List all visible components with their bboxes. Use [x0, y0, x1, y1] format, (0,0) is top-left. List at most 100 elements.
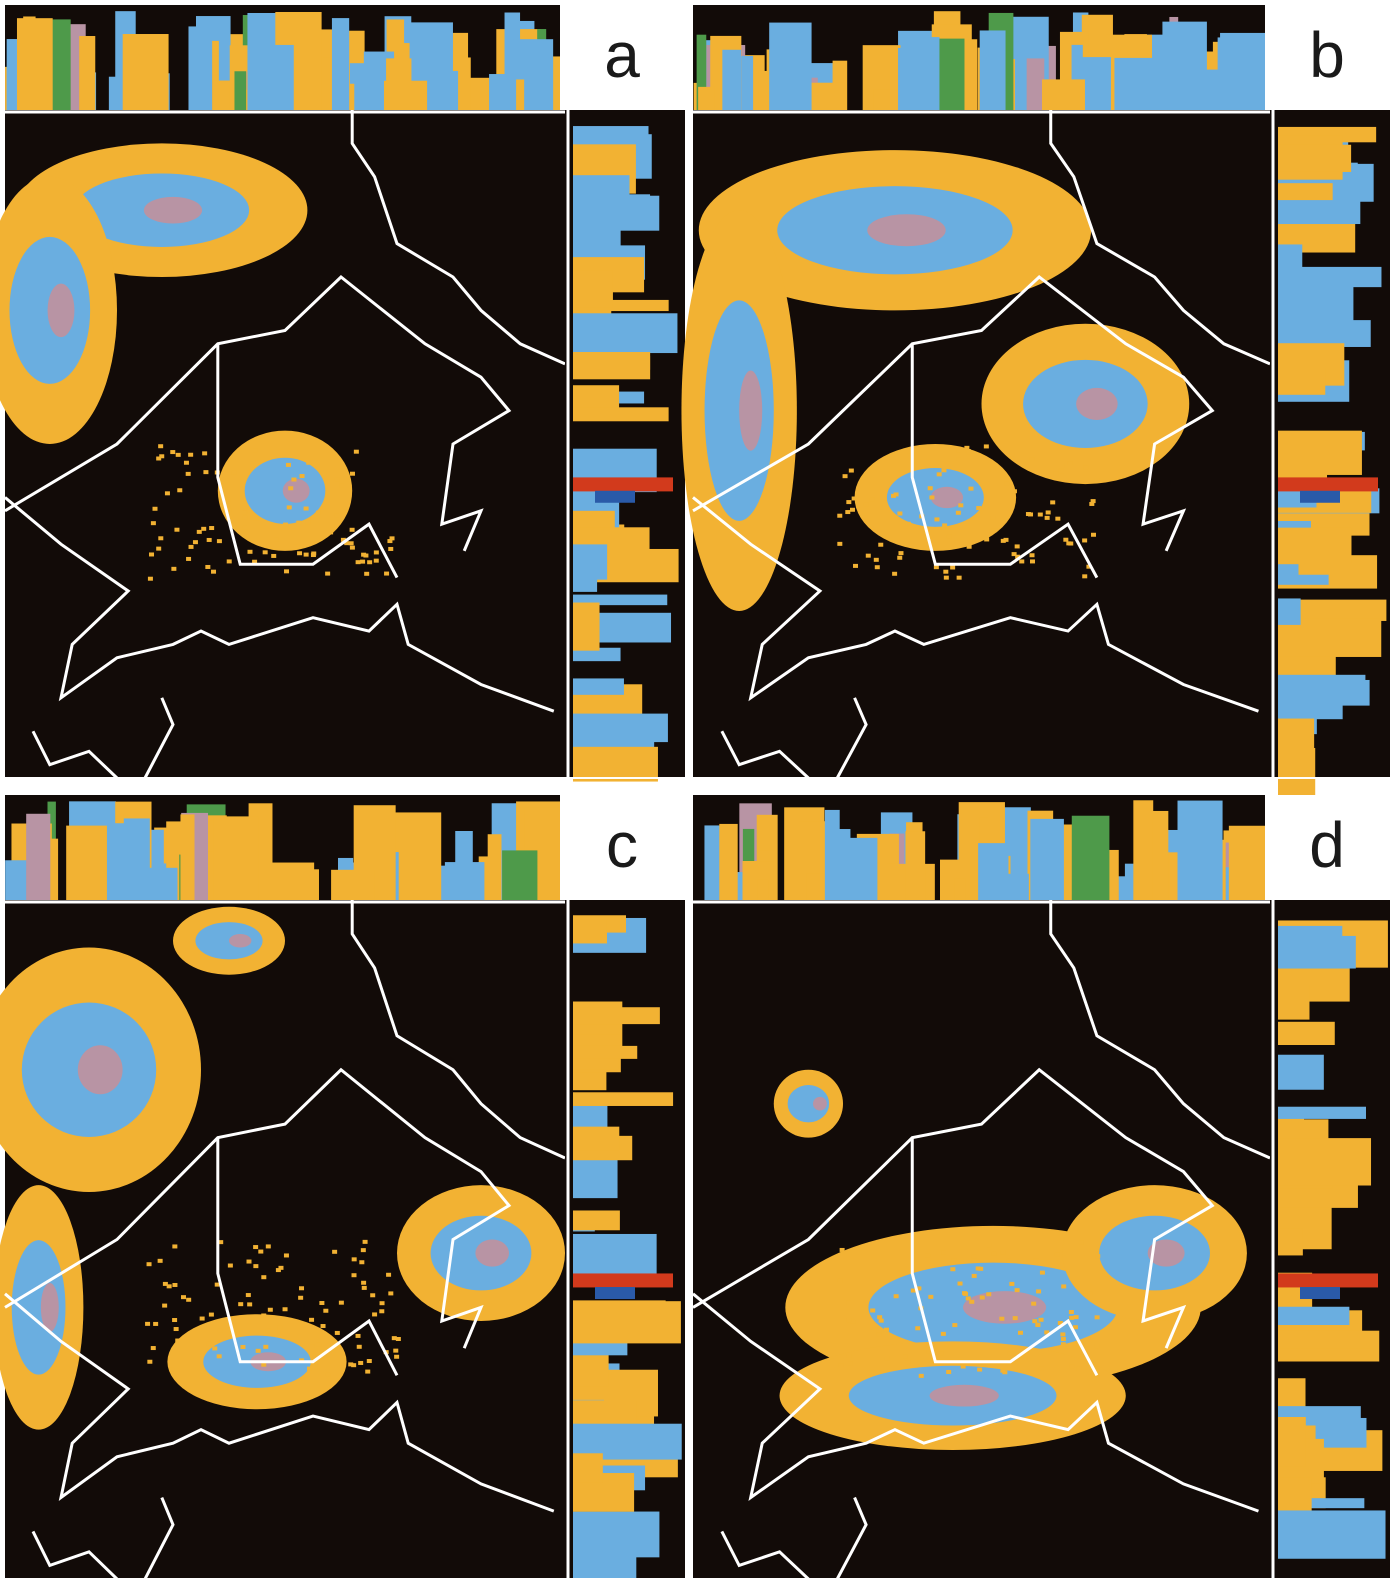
echo-speck — [884, 1328, 889, 1332]
echo-speck — [360, 560, 365, 564]
echo-speck — [848, 1362, 853, 1366]
echo-speck — [304, 553, 309, 557]
profile-cell — [1300, 1287, 1340, 1299]
echo-speck — [972, 1274, 977, 1278]
echo-speck — [165, 491, 170, 495]
profile-cell — [1278, 1477, 1312, 1514]
echo-speck — [296, 521, 301, 525]
echo-speck — [288, 486, 293, 490]
radar-panel: a — [0, 5, 685, 782]
echo-speck — [242, 516, 247, 520]
echo-speck — [984, 537, 989, 541]
profile-cell — [573, 209, 621, 249]
echo-peak — [930, 1385, 999, 1407]
profile-cell — [394, 812, 441, 900]
profile-cell — [719, 824, 737, 900]
profile-cell — [873, 89, 897, 110]
echo-speck — [1095, 1254, 1100, 1258]
profile-cell — [331, 870, 375, 900]
echo-speck — [947, 534, 952, 538]
echo-speck — [866, 554, 871, 558]
echo-speck — [1069, 1310, 1074, 1314]
echo-speck — [253, 448, 258, 452]
echo-speck — [937, 472, 942, 476]
echo-speck — [319, 1301, 324, 1305]
echo-speck — [1087, 1292, 1092, 1296]
profile-cell — [1278, 244, 1302, 268]
echo-speck — [261, 1363, 266, 1367]
echo-speck — [946, 1370, 951, 1374]
echo-speck — [367, 1359, 372, 1363]
echo-speck — [1045, 516, 1050, 520]
echo-speck — [367, 560, 372, 564]
echo-speck — [1013, 1316, 1018, 1320]
echo-peak — [867, 214, 945, 246]
profile-cell — [845, 838, 878, 900]
echo-speck — [958, 503, 963, 507]
echo-speck — [145, 1322, 150, 1326]
echo-speck — [253, 1245, 258, 1249]
profile-cell — [384, 81, 427, 110]
profile-cell — [1300, 491, 1340, 503]
echo-speck — [158, 1259, 163, 1263]
profile-cell — [1278, 1349, 1374, 1359]
echo-speck — [351, 1273, 356, 1277]
echo-speck — [898, 551, 903, 555]
echo-speck — [379, 1309, 384, 1313]
echo-speck — [217, 539, 222, 543]
profile-cell — [573, 1273, 673, 1287]
echo-speck — [247, 550, 252, 554]
profile-cell — [1278, 1417, 1306, 1466]
profile-cell — [1278, 267, 1381, 287]
echo-speck — [309, 1318, 314, 1322]
echo-speck — [1074, 1315, 1079, 1319]
echo-speck — [955, 540, 960, 544]
echo-speck — [240, 1345, 245, 1349]
profile-cell — [573, 385, 619, 408]
echo-speck — [1082, 574, 1087, 578]
echo-speck — [838, 1279, 843, 1283]
echo-speck — [840, 1248, 845, 1252]
echo-speck — [849, 469, 854, 473]
profile-cell — [1278, 431, 1362, 475]
profile-cell — [234, 71, 246, 110]
echo-speck — [846, 1301, 851, 1305]
echo-speck — [1095, 1315, 1100, 1319]
profile-cell — [1278, 320, 1371, 347]
echo-speck — [837, 514, 842, 518]
profile-cell — [573, 747, 658, 782]
echo-speck — [969, 1300, 974, 1304]
echo-speck — [839, 1363, 844, 1367]
echo-speck — [390, 536, 395, 540]
echo-speck — [999, 1317, 1004, 1321]
echo-speck — [271, 554, 276, 558]
echo-speck — [316, 1343, 321, 1347]
profile-cell — [825, 810, 840, 900]
echo-speck — [1091, 533, 1096, 537]
echo-speck — [852, 496, 857, 500]
echo-speck — [961, 1365, 966, 1369]
echo-speck — [950, 565, 955, 569]
echo-speck — [1034, 1258, 1039, 1262]
echo-speck — [193, 540, 198, 544]
echo-speck — [942, 523, 947, 527]
echo-speck — [361, 1248, 366, 1252]
profile-cell — [488, 834, 502, 900]
echo-speck — [1012, 489, 1017, 493]
echo-speck — [363, 1240, 368, 1244]
echo-speck — [354, 450, 359, 454]
echo-speck — [991, 516, 996, 520]
profile-cell — [573, 1127, 619, 1151]
echo-speck — [349, 541, 354, 545]
profile-cell — [180, 814, 194, 900]
profile-cell — [573, 1007, 660, 1024]
profile-cell — [573, 1512, 659, 1558]
echo-speck — [968, 487, 973, 491]
echo-speck — [243, 526, 248, 530]
echo-speck — [1054, 471, 1059, 475]
echo-speck — [242, 511, 247, 515]
profile-cell — [573, 175, 629, 197]
echo-speck — [201, 527, 206, 531]
echo-speck — [189, 545, 194, 549]
profile-cell — [573, 313, 677, 353]
